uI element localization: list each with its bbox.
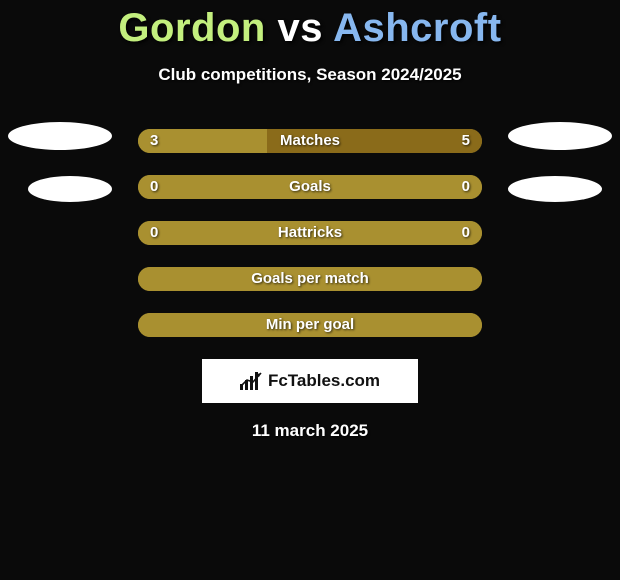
attribution-logo[interactable]: FcTables.com bbox=[202, 359, 418, 403]
stat-row: 00Hattricks bbox=[138, 221, 482, 245]
player1-badge-top bbox=[8, 122, 112, 150]
stat-row: Min per goal bbox=[138, 313, 482, 337]
player1-name: Gordon bbox=[118, 6, 265, 50]
stat-label: Min per goal bbox=[138, 313, 482, 337]
stat-row: Goals per match bbox=[138, 267, 482, 291]
subtitle: Club competitions, Season 2024/2025 bbox=[0, 65, 620, 85]
stat-label: Goals per match bbox=[138, 267, 482, 291]
vs-text: vs bbox=[277, 6, 323, 50]
player1-badge-bottom bbox=[28, 176, 112, 202]
comparison-title: Gordon vs Ashcroft bbox=[0, 0, 620, 51]
date-text: 11 march 2025 bbox=[0, 421, 620, 441]
stat-label: Hattricks bbox=[138, 221, 482, 245]
stat-row: 35Matches bbox=[138, 129, 482, 153]
stat-label: Goals bbox=[138, 175, 482, 199]
logo-text: FcTables.com bbox=[268, 371, 380, 391]
stat-row: 00Goals bbox=[138, 175, 482, 199]
player2-badge-top bbox=[508, 122, 612, 150]
chart-icon bbox=[240, 372, 262, 390]
stats-container: 35Matches 00Goals 00Hattricks Goals per mat… bbox=[138, 129, 482, 337]
stat-label: Matches bbox=[138, 129, 482, 153]
player2-badge-bottom bbox=[508, 176, 602, 202]
player2-name: Ashcroft bbox=[333, 6, 501, 50]
